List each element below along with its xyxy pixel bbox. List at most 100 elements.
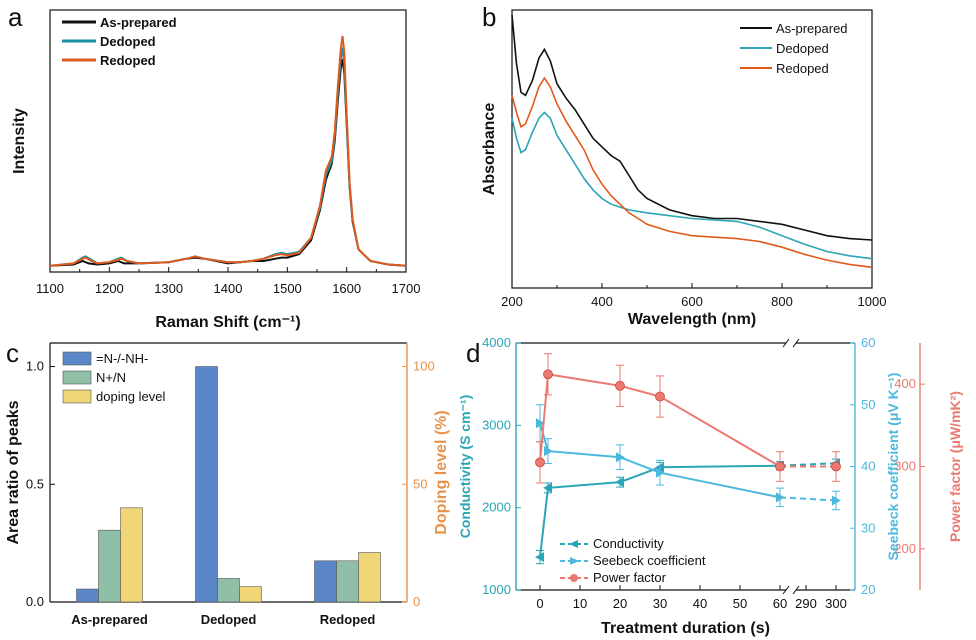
y3-tick-label: 200 xyxy=(894,541,916,556)
series-line-redoped xyxy=(49,35,407,267)
x-tick-label: 1100 xyxy=(36,281,64,296)
y-tick-label: 0.5 xyxy=(26,476,44,491)
panel-letter-d: d xyxy=(466,338,480,368)
panel-d-treatment-chart: 0 10 20 30 40 50 60 290 300 Treatment duration (s… xyxy=(457,335,963,637)
legend-label: =N-/-NH- xyxy=(96,351,148,366)
y2-axis-label: Doping level (%) xyxy=(433,410,450,534)
x-tick-label: 1600 xyxy=(332,281,361,296)
x-axis-label: Raman Shift (cm⁻¹) xyxy=(155,314,300,331)
axis-break-mark xyxy=(782,585,790,595)
y2-tick-label: 30 xyxy=(861,520,875,535)
series-break-segment xyxy=(779,496,837,502)
series-line-as-prepared xyxy=(511,14,873,241)
x-tick-label: 1700 xyxy=(392,281,421,296)
data-point xyxy=(832,495,841,506)
series-break-segment xyxy=(779,462,837,467)
bar-N+/N xyxy=(336,560,359,603)
data-point xyxy=(616,452,625,463)
legend-label: Dedoped xyxy=(776,41,829,56)
panel-c-bar-chart: 0.0 0.5 1.0 0 50 100 Area ratio of peaks Doping… xyxy=(5,342,450,627)
data-point xyxy=(536,418,545,429)
x-axis-label: Treatment duration (s) xyxy=(601,620,770,637)
series-line-as-prepared xyxy=(49,59,407,267)
data-point xyxy=(656,467,665,478)
y-tick-label: 2000 xyxy=(482,500,511,515)
legend-marker xyxy=(569,540,578,548)
panel-a-raman-chart: 1100 1200 1300 1400 1500 1600 1700 Raman Shift … xyxy=(11,9,421,331)
x-tick-label: 1400 xyxy=(214,281,243,296)
y-tick-label: 1.0 xyxy=(26,359,44,374)
x-tick-label: 1300 xyxy=(154,281,183,296)
legend-label: Seebeck coefficient xyxy=(593,553,706,568)
panel-letter-c: c xyxy=(6,338,19,368)
axis-break-mark xyxy=(792,338,800,348)
bar-doping level xyxy=(239,586,262,603)
panel-letter-a: a xyxy=(8,2,23,32)
legend-label: As-prepared xyxy=(776,21,848,36)
panel-letter-b: b xyxy=(482,2,496,32)
legend-label: doping level xyxy=(96,389,165,404)
x-tick-label: As-prepared xyxy=(71,612,148,627)
y2-tick-label: 20 xyxy=(861,582,875,597)
bar-=N-/-NH- xyxy=(314,560,337,603)
legend-label: Redoped xyxy=(100,53,156,68)
legend-label: Power factor xyxy=(593,570,667,585)
y-axis-label: Conductivity (S cm⁻¹) xyxy=(457,395,473,539)
y2-tick-label: 100 xyxy=(413,359,435,374)
y-axis-label: Absorbance xyxy=(481,103,498,196)
bar-=N-/-NH- xyxy=(76,588,99,603)
x-tick-label: 1200 xyxy=(95,281,124,296)
x-tick-label: 1000 xyxy=(858,294,887,309)
x-tick-label: 800 xyxy=(771,294,793,309)
x-tick-label: Dedoped xyxy=(201,612,257,627)
y-tick-label: 3000 xyxy=(482,417,511,432)
data-point xyxy=(831,461,841,472)
x-tick-label: 40 xyxy=(693,596,707,611)
legend-label: Conductivity xyxy=(593,536,664,551)
x-tick-label: 600 xyxy=(681,294,703,309)
legend-label: As-prepared xyxy=(100,15,177,30)
panel-b-absorbance-chart: 200 400 600 800 1000 Wavelength (nm) Absorbanc… xyxy=(481,9,887,328)
legend-label: Redoped xyxy=(776,61,829,76)
y-tick-label: 1000 xyxy=(482,582,511,597)
series-line-redoped xyxy=(511,76,873,269)
x-tick-label: 0 xyxy=(536,596,543,611)
x-tick-label: 30 xyxy=(653,596,667,611)
axis-break-mark xyxy=(792,585,800,595)
y2-tick-label: 0 xyxy=(413,594,420,609)
data-point xyxy=(543,482,552,493)
legend-swatch xyxy=(62,351,92,366)
axis-break-mark xyxy=(782,338,790,348)
x-axis-label: Wavelength (nm) xyxy=(628,311,756,328)
data-point xyxy=(775,461,785,472)
y-tick-label: 0.0 xyxy=(26,594,44,609)
legend-label: Dedoped xyxy=(100,34,156,49)
y2-axis-label: Seebeck coefficient (μV K⁻¹) xyxy=(885,373,901,561)
y2-tick-label: 40 xyxy=(861,459,875,474)
x-tick-label: 50 xyxy=(733,596,747,611)
legend-label: N+/N xyxy=(96,370,126,385)
data-point xyxy=(535,552,544,563)
bar-N+/N xyxy=(98,529,121,603)
data-point xyxy=(655,391,665,402)
y-tick-label: 4000 xyxy=(482,335,511,350)
x-tick-label: 400 xyxy=(591,294,613,309)
x-tick-label: 1500 xyxy=(273,281,302,296)
y3-tick-label: 400 xyxy=(894,376,916,391)
bar-doping level xyxy=(358,552,381,603)
legend-marker xyxy=(570,557,579,565)
data-point xyxy=(535,457,545,468)
x-tick-label: Redoped xyxy=(320,612,376,627)
x-tick-label: 20 xyxy=(613,596,627,611)
legend-swatch xyxy=(62,370,92,385)
data-point xyxy=(543,369,553,380)
legend-marker xyxy=(570,574,578,582)
y-axis-label: Area ratio of peaks xyxy=(5,400,22,544)
bar-=N-/-NH- xyxy=(195,366,218,603)
series-line-dedoped xyxy=(49,47,407,267)
data-point xyxy=(615,380,625,391)
y2-tick-label: 50 xyxy=(413,476,427,491)
y2-tick-label: 60 xyxy=(861,335,875,350)
x-tick-label: 200 xyxy=(501,294,523,309)
